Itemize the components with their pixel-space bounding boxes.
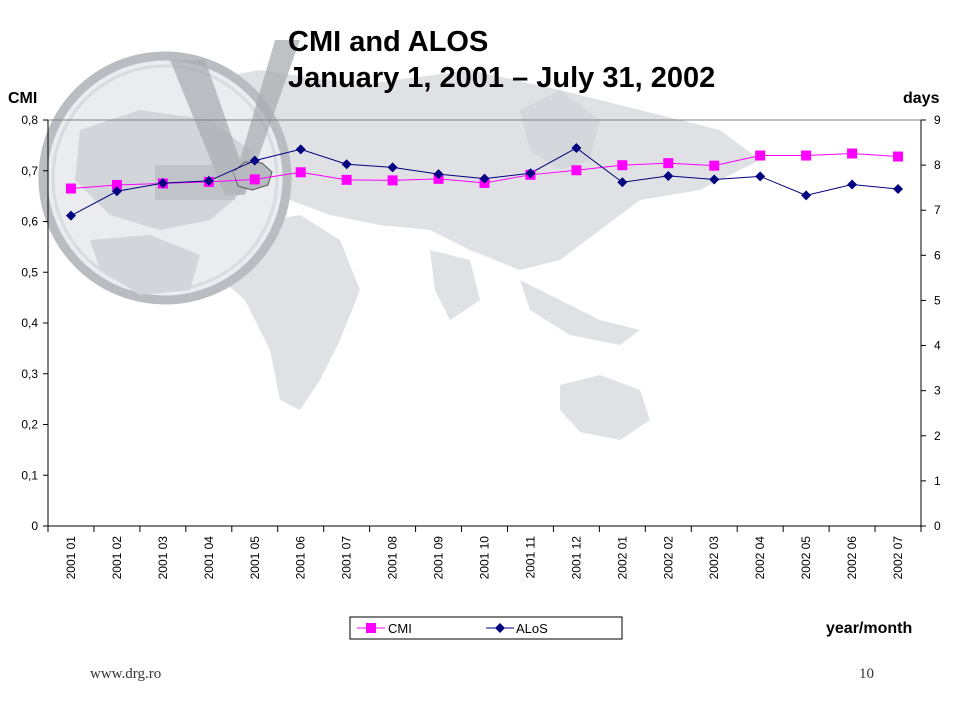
right-tick-label: 6	[934, 248, 941, 262]
left-axis-title: CMI	[8, 90, 38, 107]
right-tick-label: 2	[934, 429, 941, 443]
right-tick-label: 4	[934, 339, 941, 353]
x-tick-label: 2002 02	[661, 536, 675, 580]
right-tick-label: 1	[934, 474, 941, 488]
x-tick-label: 2001 04	[202, 536, 216, 580]
x-tick-label: 2001 08	[386, 536, 400, 580]
legend-alos-label: ALoS	[516, 621, 548, 636]
alos-point	[111, 186, 122, 197]
legend-alos-marker	[495, 623, 505, 633]
x-tick-label: 2001 05	[248, 536, 262, 580]
website-url: www.drg.ro	[90, 666, 162, 682]
cmi-point	[111, 179, 122, 190]
left-tick-label: 0,4	[21, 316, 38, 330]
legend-cmi-label: CMI	[388, 621, 412, 636]
alos-point	[65, 210, 76, 221]
cmi-point	[249, 174, 260, 185]
title-line-2: January 1, 2001 – July 31, 2002	[288, 62, 716, 94]
x-tick-label: 2001 12	[569, 536, 583, 580]
right-tick-label: 9	[934, 113, 941, 127]
left-tick-label: 0,5	[21, 265, 38, 279]
cmi-point	[847, 148, 858, 159]
alos-point	[525, 168, 536, 179]
right-axis-title: days	[903, 90, 940, 107]
x-tick-label: 2002 04	[753, 536, 767, 580]
left-tick-label: 0,2	[21, 418, 38, 432]
cmi-point	[709, 160, 720, 171]
left-tick-label: 0,3	[21, 367, 38, 381]
alos-point	[433, 169, 444, 180]
x-tick-label: 2001 07	[340, 536, 354, 580]
alos-point	[387, 162, 398, 173]
left-tick-label: 0,1	[21, 468, 38, 482]
x-tick-label: 2001 10	[478, 536, 492, 580]
alos-point	[571, 142, 582, 153]
left-tick-label: 0,7	[21, 164, 38, 178]
left-tick-label: 0,8	[21, 113, 38, 127]
cmi-point	[65, 183, 76, 194]
x-axis-title: year/month	[826, 620, 913, 637]
x-tick-label: 2002 05	[799, 536, 813, 580]
left-tick-label: 0	[31, 519, 38, 533]
right-tick-label: 7	[934, 203, 941, 217]
cmi-point	[295, 167, 306, 178]
right-tick-label: 3	[934, 384, 941, 398]
alos-point	[295, 144, 306, 155]
x-tick-label: 2001 06	[294, 536, 308, 580]
x-tick-label: 2001 01	[64, 536, 78, 580]
x-tick-label: 2002 06	[845, 536, 859, 580]
alos-point	[755, 171, 766, 182]
page-number: 10	[859, 666, 874, 682]
alos-point	[249, 155, 260, 166]
legend-cmi-marker	[366, 623, 376, 633]
alos-point	[341, 159, 352, 170]
alos-point	[709, 174, 720, 185]
cmi-point	[893, 151, 904, 162]
cmi-point	[387, 175, 398, 186]
cmi-point	[663, 158, 674, 169]
x-tick-label: 2002 07	[891, 536, 905, 580]
x-tick-label: 2002 01	[615, 536, 629, 580]
alos-point	[157, 178, 168, 189]
legend: CMI ALoS	[349, 616, 623, 640]
chart-title: CMI and ALOS January 1, 2001 – July 31, …	[288, 24, 715, 96]
x-tick-label: 2001 09	[432, 536, 446, 580]
cmi-point	[341, 174, 352, 185]
cmi-point	[571, 165, 582, 176]
x-tick-label: 2002 03	[707, 536, 721, 580]
alos-point	[479, 173, 490, 184]
x-tick-label: 2001 11	[523, 536, 537, 579]
alos-point	[893, 184, 904, 195]
left-tick-label: 0,6	[21, 215, 38, 229]
alos-point	[801, 190, 812, 201]
right-tick-label: 5	[934, 293, 941, 307]
alos-point	[663, 170, 674, 181]
x-tick-label: 2001 03	[156, 536, 170, 580]
alos-point	[203, 175, 214, 186]
cmi-point	[755, 150, 766, 161]
cmi-point	[801, 150, 812, 161]
alos-point	[847, 179, 858, 190]
title-line-1: CMI and ALOS	[288, 26, 489, 58]
right-tick-label: 8	[934, 158, 941, 172]
alos-point	[617, 177, 628, 188]
x-tick-label: 2001 02	[110, 536, 124, 580]
right-tick-label: 0	[934, 519, 941, 533]
cmi-point	[617, 160, 628, 171]
